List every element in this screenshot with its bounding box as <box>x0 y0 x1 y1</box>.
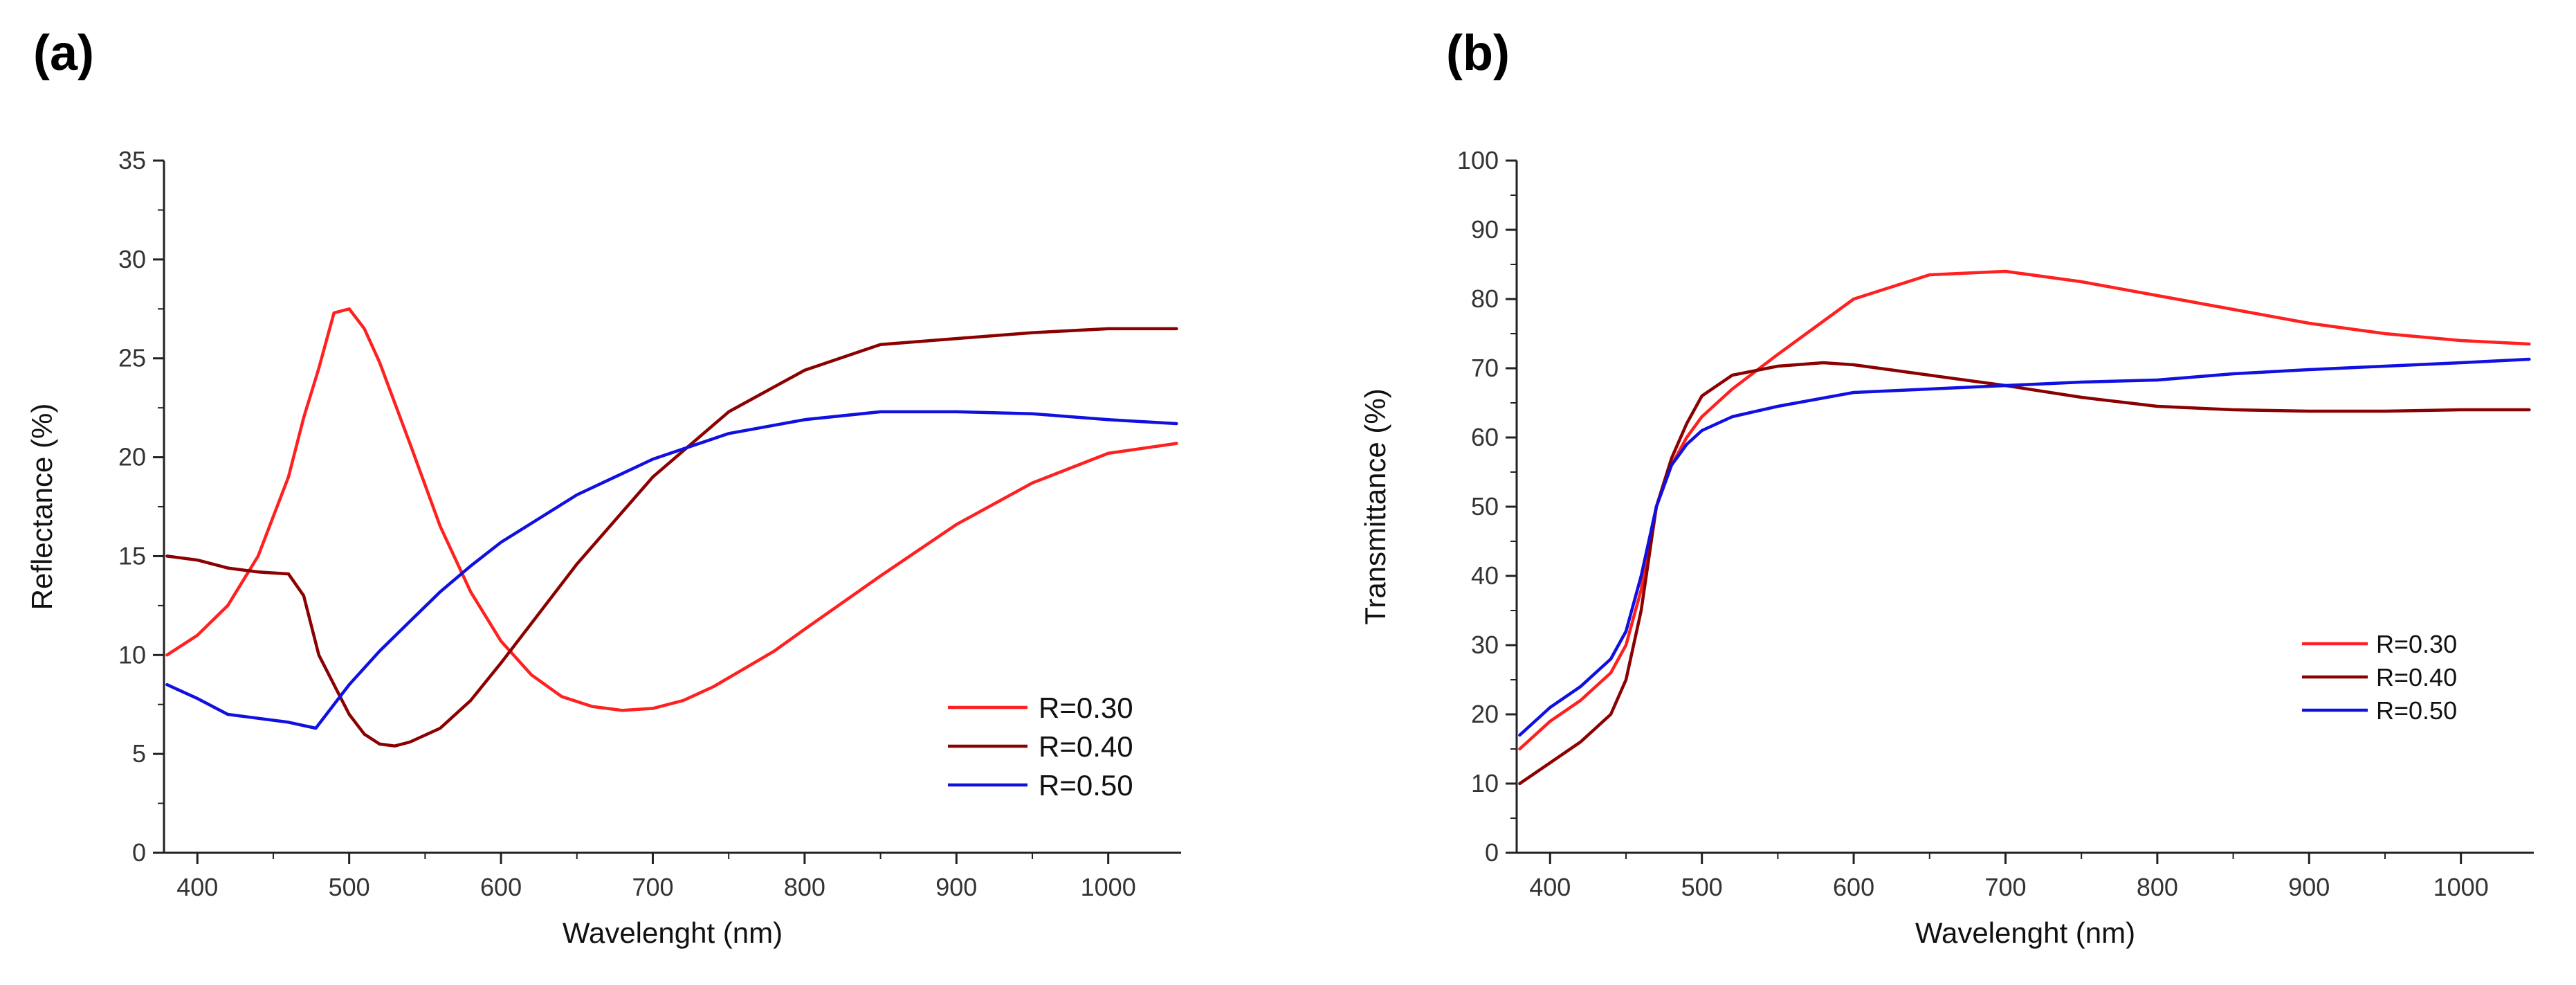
y-axis-title: Transmittance (%) <box>1359 388 1391 625</box>
x-tick-label: 800 <box>2137 873 2178 901</box>
y-tick-label: 35 <box>118 146 146 174</box>
legend-label: R=0.50 <box>2376 696 2457 725</box>
panel-label-b: (b) <box>1446 26 1510 81</box>
y-tick-label: 0 <box>132 838 146 867</box>
series-line-r-0-40 <box>1518 361 2531 786</box>
series-line-r-0-50 <box>1518 357 2531 737</box>
series-line-r-0-40 <box>165 327 1178 748</box>
series-line-r-0-30 <box>165 307 1178 712</box>
legend-label: R=0.50 <box>1039 769 1133 802</box>
x-axis-title: Wavelenght (nm) <box>563 916 783 949</box>
x-tick-label: 1000 <box>1081 873 1136 901</box>
x-tick-label: 800 <box>784 873 825 901</box>
x-tick-label: 700 <box>632 873 673 901</box>
legend-label: R=0.30 <box>1039 692 1133 724</box>
reflectance-chart: 400 500 600 700 800 900 1000 0 5 10 15 20 25 30 35 Wave… <box>26 146 1181 949</box>
y-tick-label: 20 <box>118 443 146 471</box>
x-tick-label: 400 <box>1529 873 1571 901</box>
y-tick-label: 70 <box>1471 354 1499 382</box>
legend-label: R=0.40 <box>1039 730 1133 763</box>
y-tick-label: 80 <box>1471 284 1499 313</box>
y-tick-label: 0 <box>1485 838 1499 867</box>
series-line-r-0-50 <box>165 410 1178 730</box>
y-tick-label: 10 <box>1471 769 1499 797</box>
transmittance-chart: 400 500 600 700 800 900 1000 0 10 20 30 40 50 60 70 80 9… <box>1359 146 2534 949</box>
legend-label: R=0.40 <box>2376 663 2457 692</box>
x-tick-label: 600 <box>480 873 522 901</box>
x-tick-label: 1000 <box>2433 873 2489 901</box>
x-tick-label: 500 <box>329 873 370 901</box>
x-tick-label: 900 <box>935 873 977 901</box>
panel-label-a: (a) <box>33 26 94 81</box>
x-tick-label: 900 <box>2288 873 2330 901</box>
y-tick-label: 25 <box>118 344 146 372</box>
legend-label: R=0.30 <box>2376 630 2457 658</box>
y-tick-label: 100 <box>1457 146 1499 174</box>
y-tick-label: 30 <box>1471 631 1499 659</box>
x-tick-label: 500 <box>1681 873 1723 901</box>
y-tick-label: 50 <box>1471 492 1499 521</box>
x-tick-label: 400 <box>176 873 218 901</box>
y-axis-title: Reflectance (%) <box>26 404 58 611</box>
y-tick-label: 30 <box>118 245 146 273</box>
y-tick-label: 20 <box>1471 700 1499 728</box>
y-tick-label: 10 <box>118 640 146 669</box>
y-tick-label: 60 <box>1471 423 1499 451</box>
y-tick-label: 15 <box>118 541 146 570</box>
y-tick-label: 90 <box>1471 215 1499 244</box>
x-tick-label: 600 <box>1833 873 1874 901</box>
x-axis-title: Wavelenght (nm) <box>1915 916 2135 949</box>
y-tick-label: 40 <box>1471 561 1499 590</box>
x-tick-label: 700 <box>1984 873 2026 901</box>
y-tick-label: 5 <box>132 739 146 768</box>
